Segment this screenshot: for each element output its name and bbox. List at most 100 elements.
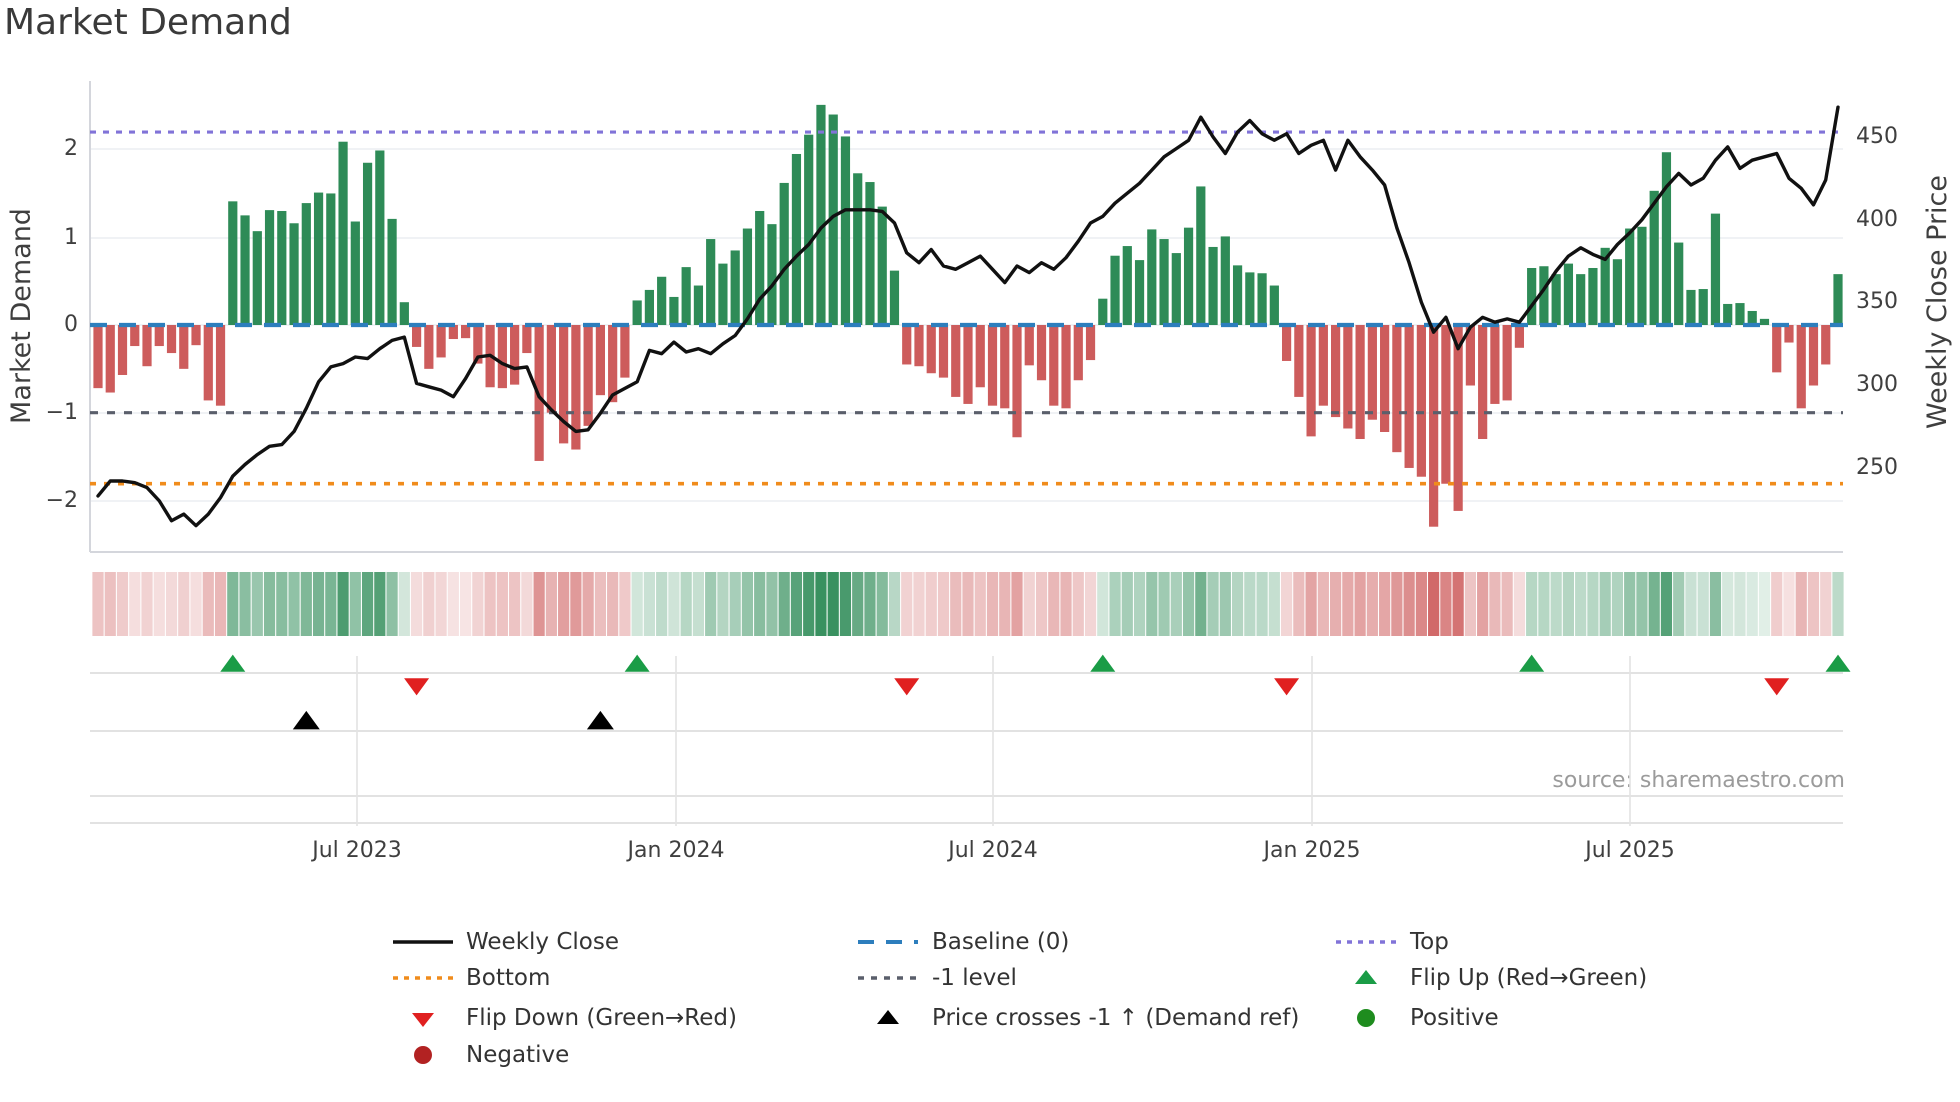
heat-cell bbox=[1722, 572, 1734, 636]
heat-cell bbox=[1023, 572, 1035, 636]
demand-bar bbox=[1404, 325, 1414, 468]
demand-bar bbox=[1159, 239, 1169, 325]
heat-cell bbox=[1550, 572, 1562, 636]
demand-bar bbox=[1465, 325, 1475, 386]
heat-cell bbox=[447, 572, 459, 636]
demand-bar bbox=[117, 325, 128, 375]
heat-cell bbox=[410, 572, 423, 636]
minus1-dashed-line-icon bbox=[855, 963, 921, 993]
heat-cell bbox=[778, 572, 790, 636]
heat-cell bbox=[1807, 572, 1820, 636]
demand-bar bbox=[301, 203, 311, 325]
demand-bar bbox=[191, 325, 201, 346]
demand-bar bbox=[608, 325, 618, 403]
demand-bar bbox=[228, 201, 238, 325]
flip-up-marker bbox=[1519, 654, 1545, 672]
demand-bar bbox=[1318, 325, 1328, 406]
heat-cell bbox=[1501, 572, 1513, 636]
heat-cell bbox=[1734, 572, 1746, 636]
demand-bar bbox=[583, 325, 593, 426]
heat-cell bbox=[300, 572, 312, 636]
heat-cell bbox=[1477, 572, 1489, 636]
heat-cell bbox=[312, 572, 325, 636]
heat-cell bbox=[1562, 572, 1575, 636]
heat-cell bbox=[460, 572, 472, 636]
heat-cell bbox=[1624, 572, 1636, 636]
demand-bar bbox=[522, 325, 532, 354]
heat-cell bbox=[227, 572, 239, 636]
demand-bar bbox=[938, 325, 949, 378]
legend-flip-down: Flip Down (Green→Red) bbox=[466, 1005, 737, 1031]
demand-bar bbox=[240, 215, 250, 325]
demand-bar bbox=[166, 325, 177, 354]
heat-cell bbox=[521, 572, 533, 636]
demand-bar bbox=[203, 325, 213, 401]
demand-bar bbox=[1000, 325, 1010, 409]
heat-cell bbox=[729, 572, 741, 636]
heat-cell bbox=[1428, 572, 1440, 636]
demand-bar bbox=[142, 325, 152, 367]
demand-bar bbox=[1625, 228, 1635, 325]
demand-bar bbox=[963, 325, 973, 404]
heat-cell bbox=[1391, 572, 1403, 636]
heat-cell bbox=[1685, 572, 1697, 636]
heat-cell bbox=[668, 572, 680, 636]
heat-cell bbox=[741, 572, 754, 636]
demand-bar bbox=[1735, 303, 1745, 325]
flip-down-marker bbox=[404, 678, 430, 696]
demand-bar bbox=[828, 114, 838, 326]
flip-up-marker bbox=[1825, 654, 1851, 672]
x-tick-jul-2024: Jul 2024 bbox=[948, 838, 1038, 863]
x-tick-jul-2025: Jul 2025 bbox=[1585, 838, 1675, 863]
demand-bar bbox=[1012, 325, 1022, 438]
demand-bar bbox=[264, 210, 275, 325]
demand-bar bbox=[926, 325, 936, 374]
heat-cell bbox=[398, 572, 410, 636]
heat-cell bbox=[790, 572, 803, 636]
demand-bar bbox=[1588, 267, 1598, 325]
left-tick-2: 2 bbox=[64, 136, 78, 161]
demand-bar bbox=[1294, 325, 1304, 397]
demand-bar bbox=[510, 325, 520, 385]
demand-bar bbox=[1808, 325, 1819, 386]
heat-cell bbox=[496, 572, 508, 636]
baseline-dashed-line-icon bbox=[855, 927, 921, 957]
bottom-dotted-line-icon bbox=[390, 963, 456, 993]
demand-bar bbox=[559, 325, 569, 444]
demand-bar bbox=[1147, 229, 1157, 325]
heat-cell bbox=[1758, 572, 1771, 636]
demand-bar bbox=[644, 289, 655, 325]
demand-bar bbox=[632, 300, 642, 325]
heat-cell bbox=[276, 572, 288, 636]
weekly-close-line bbox=[96, 105, 1840, 528]
demand-bar bbox=[902, 325, 912, 365]
heat-cell bbox=[1526, 572, 1538, 636]
heat-cell bbox=[1575, 572, 1587, 636]
heat-cell bbox=[141, 572, 153, 636]
demand-bar bbox=[130, 325, 140, 347]
demand-bar bbox=[1049, 325, 1059, 406]
heat-cell bbox=[1035, 572, 1048, 636]
heat-cell bbox=[1366, 572, 1378, 636]
heat-cell bbox=[631, 572, 643, 636]
heat-cell bbox=[1599, 572, 1611, 636]
demand-bar bbox=[1759, 318, 1770, 325]
demand-bar bbox=[1563, 263, 1574, 325]
demand-bar bbox=[1649, 190, 1659, 325]
legend-top: Top bbox=[1410, 929, 1449, 955]
heat-cell bbox=[582, 572, 594, 636]
heat-cell bbox=[827, 572, 839, 636]
heat-cell bbox=[1195, 572, 1207, 636]
flip-up-triangle-icon bbox=[1333, 963, 1399, 993]
demand-bar bbox=[1833, 274, 1843, 325]
demand-bar bbox=[1183, 227, 1194, 325]
demand-bar bbox=[975, 325, 985, 388]
price-cross-triangle-icon bbox=[855, 1003, 921, 1033]
demand-bar bbox=[1196, 186, 1206, 325]
heat-cell bbox=[1072, 572, 1084, 636]
left-tick-1: 1 bbox=[64, 225, 78, 250]
heat-cell bbox=[594, 572, 606, 636]
heat-cell bbox=[288, 572, 300, 636]
demand-bar bbox=[1784, 325, 1794, 343]
